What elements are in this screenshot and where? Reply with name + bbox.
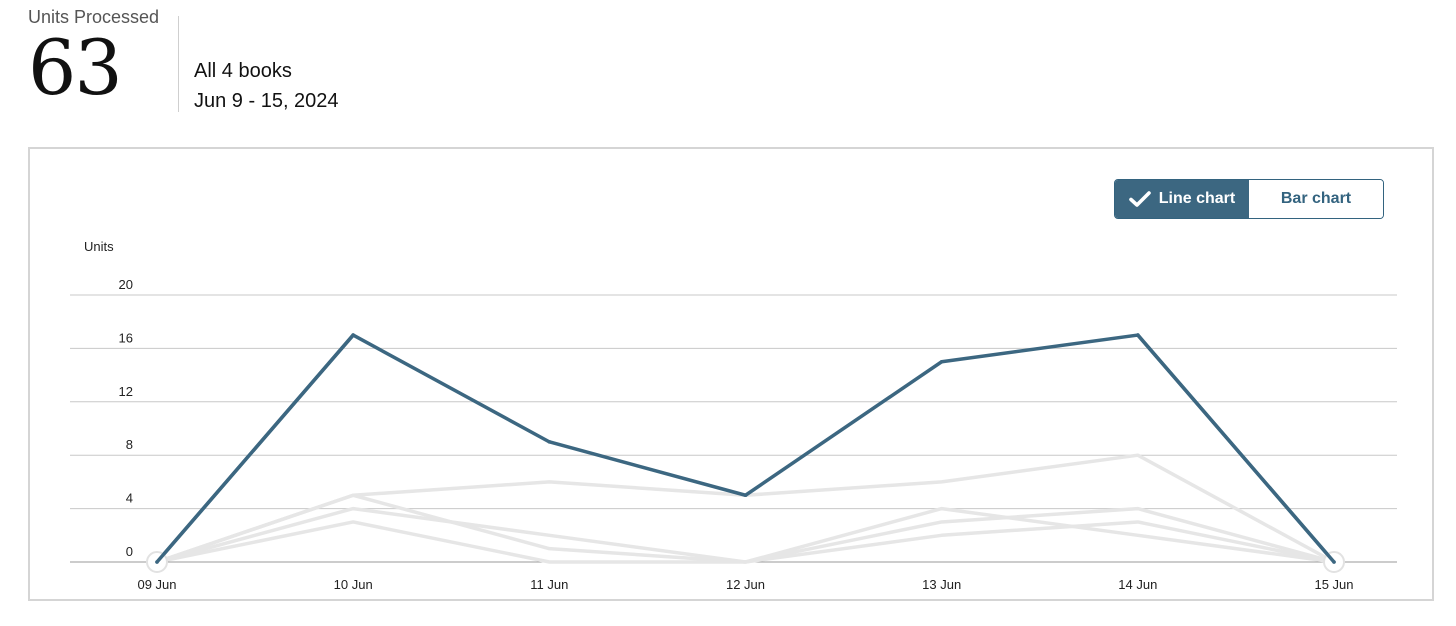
date-range: Jun 9 - 15, 2024: [194, 90, 339, 112]
book-scope: All 4 books: [194, 60, 292, 82]
x-tick-label: 13 Jun: [922, 577, 961, 592]
check-icon: [1128, 191, 1151, 207]
y-tick-label: 4: [126, 491, 133, 506]
x-tick-label: 15 Jun: [1314, 577, 1353, 592]
chart-type-toggle: Line chart Bar chart: [1114, 179, 1384, 219]
line-chart-label: Line chart: [1158, 190, 1236, 207]
x-tick-label: 12 Jun: [726, 577, 765, 592]
x-tick-label: 09 Jun: [137, 577, 176, 592]
line-chart-button[interactable]: Line chart: [1115, 180, 1249, 218]
series-segment: [1136, 333, 1336, 564]
x-tick-label: 14 Jun: [1118, 577, 1157, 592]
series-line-highlighted: [155, 333, 1336, 564]
data-point: [1332, 560, 1336, 564]
data-point: [351, 333, 355, 337]
bar-chart-label: Bar chart: [1280, 190, 1352, 207]
bar-chart-button[interactable]: Bar chart: [1249, 180, 1383, 218]
series-line-2: [155, 493, 1336, 564]
metric-label: Units Processed: [28, 7, 160, 27]
chart-card: Units 0 4 8 12 16 20 09 Jun 10 Jun 11 Jun 12 Jun 13…: [28, 147, 1434, 601]
data-point: [547, 440, 552, 444]
y-tick-label: 16: [119, 330, 133, 345]
summary-divider: [178, 16, 179, 112]
y-tick-label: 12: [119, 384, 133, 399]
metric-value: 63: [28, 23, 123, 112]
y-tick-label: 20: [119, 277, 133, 292]
data-point: [939, 359, 944, 364]
data-point: [155, 560, 159, 564]
y-axis-label: Units: [84, 239, 114, 254]
series-line-4: [155, 520, 1336, 564]
series-segment: [155, 333, 355, 564]
summary-panel: Units Processed 63 All 4 books Jun 9 - 1…: [0, 0, 1456, 130]
x-tick-label: 10 Jun: [334, 577, 373, 592]
x-tick-label: 11 Jun: [530, 577, 568, 592]
line-chart: Units 0 4 8 12 16 20 09 Jun 10 Jun 11 Jun 12 Jun 13…: [70, 239, 1397, 592]
data-point: [1136, 333, 1140, 337]
data-point: [743, 493, 748, 498]
y-tick-label: 0: [126, 544, 133, 559]
y-tick-label: 8: [126, 437, 133, 452]
series-line-3: [155, 506, 1336, 564]
